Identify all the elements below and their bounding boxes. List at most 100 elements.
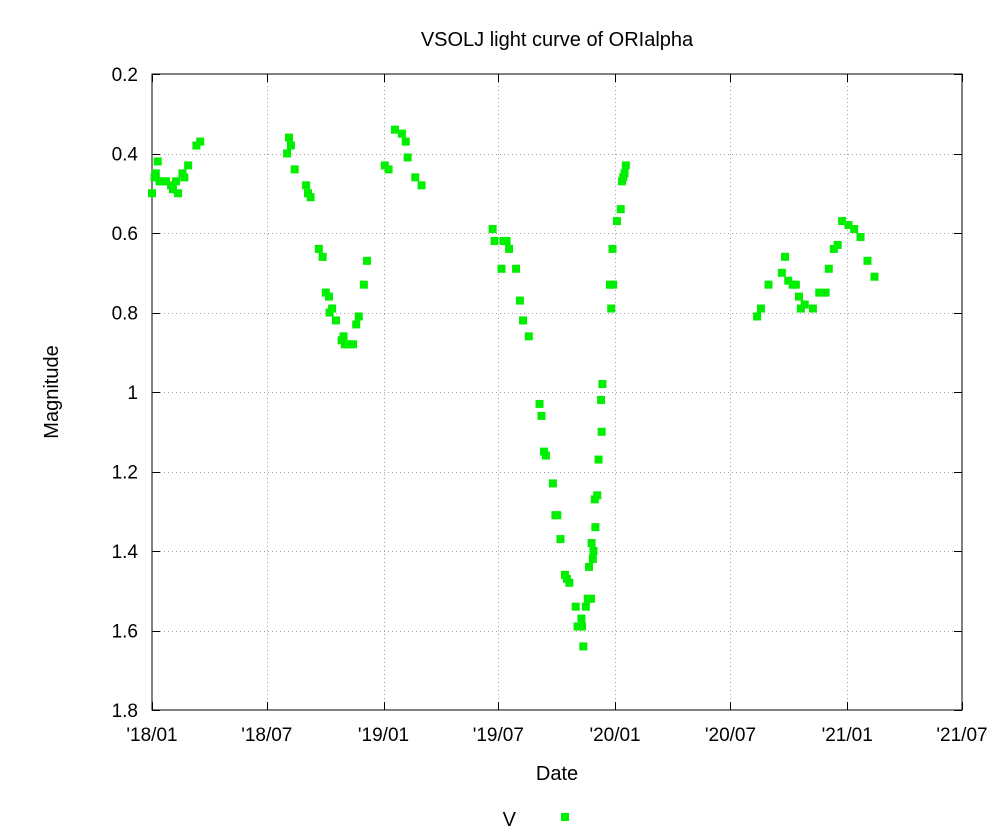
data-point xyxy=(589,547,598,555)
x-tick-labels: '18/01 '18/07 '19/01 '19/07 '20/01 '20/07 '21/… xyxy=(126,725,987,746)
data-point xyxy=(180,173,189,182)
y-tick-label: 0.8 xyxy=(112,304,138,325)
data-point xyxy=(306,193,315,202)
data-point xyxy=(612,217,621,226)
data-point xyxy=(151,169,160,178)
data-point xyxy=(328,304,337,313)
data-point xyxy=(286,141,295,150)
data-point xyxy=(815,288,824,297)
x-tick-label: '20/07 xyxy=(705,725,756,746)
data-point xyxy=(314,244,323,253)
data-point xyxy=(764,280,773,289)
data-point xyxy=(594,455,603,464)
data-point xyxy=(174,189,183,198)
data-point xyxy=(497,264,506,273)
data-point xyxy=(354,312,363,321)
data-point xyxy=(359,280,368,289)
data-point xyxy=(344,340,353,349)
data-point xyxy=(548,479,557,488)
data-point xyxy=(417,181,426,190)
data-point xyxy=(577,614,586,623)
data-point xyxy=(363,256,372,265)
legend-marker xyxy=(561,813,569,821)
y-tick-label: 0.6 xyxy=(112,224,138,245)
data-point xyxy=(587,539,596,548)
data-point xyxy=(148,189,156,198)
tick-marks xyxy=(152,74,963,711)
data-point xyxy=(349,340,358,349)
data-point xyxy=(331,316,340,325)
y-tick-label: 1.4 xyxy=(112,542,139,563)
data-point xyxy=(403,153,412,162)
data-point xyxy=(588,554,597,563)
data-point xyxy=(384,165,393,174)
data-point xyxy=(490,236,499,245)
data-point xyxy=(411,173,420,182)
data-point xyxy=(318,252,327,261)
data-point xyxy=(283,149,292,158)
data-point xyxy=(172,177,181,186)
data-point xyxy=(598,380,607,389)
data-point xyxy=(791,280,800,289)
data-point xyxy=(541,451,550,460)
data-point xyxy=(608,244,617,253)
data-point xyxy=(856,232,865,241)
data-point xyxy=(620,169,629,178)
data-point xyxy=(821,288,830,297)
data-point xyxy=(488,225,497,234)
data-point xyxy=(397,129,406,138)
data-point xyxy=(153,157,162,166)
data-point xyxy=(838,217,847,226)
legend: V xyxy=(503,809,569,831)
data-point xyxy=(535,399,544,408)
data-point xyxy=(784,276,793,285)
data-point xyxy=(196,137,205,146)
data-point xyxy=(833,240,842,249)
data-point xyxy=(609,280,618,289)
x-tick-label: '18/01 xyxy=(126,725,177,746)
data-point xyxy=(586,594,595,603)
chart-title: VSOLJ light curve of ORIalpha xyxy=(421,29,694,51)
data-point xyxy=(161,177,170,186)
data-point xyxy=(553,511,562,520)
data-point xyxy=(184,161,193,170)
data-point xyxy=(571,602,580,611)
legend-label: V xyxy=(503,809,517,831)
y-tick-label: 1.6 xyxy=(112,622,138,643)
data-point xyxy=(777,268,786,277)
data-point xyxy=(781,252,790,261)
data-point xyxy=(537,411,546,420)
x-axis-title: Date xyxy=(536,763,578,785)
data-point xyxy=(168,185,177,194)
y-tick-label: 0.2 xyxy=(112,65,138,86)
data-point xyxy=(585,562,594,571)
data-point xyxy=(794,292,803,301)
y-tick-label: 1.2 xyxy=(112,463,138,484)
data-point xyxy=(285,133,294,142)
data-point xyxy=(870,272,879,281)
data-point xyxy=(616,205,625,214)
y-axis-title: Magnitude xyxy=(41,345,63,438)
data-point xyxy=(390,125,399,134)
x-tick-label: '19/01 xyxy=(358,725,409,746)
data-point xyxy=(753,312,762,321)
x-tick-label: '18/07 xyxy=(241,725,292,746)
data-point xyxy=(512,264,521,273)
x-tick-label: '21/01 xyxy=(822,725,873,746)
data-point xyxy=(597,427,606,436)
data-point xyxy=(290,165,299,174)
data-point xyxy=(597,395,606,404)
y-tick-labels: 0.2 0.4 0.6 0.8 1 1.2 1.4 1.6 1.8 xyxy=(112,65,139,722)
data-point xyxy=(519,316,528,325)
y-tick-label: 1 xyxy=(127,383,138,404)
grid xyxy=(152,74,962,710)
data-points xyxy=(148,125,879,651)
data-point xyxy=(800,300,809,309)
data-point xyxy=(565,578,574,587)
data-point xyxy=(581,602,590,611)
data-point xyxy=(591,523,600,532)
data-point xyxy=(515,296,524,305)
data-point xyxy=(607,304,616,313)
data-point xyxy=(579,642,588,651)
